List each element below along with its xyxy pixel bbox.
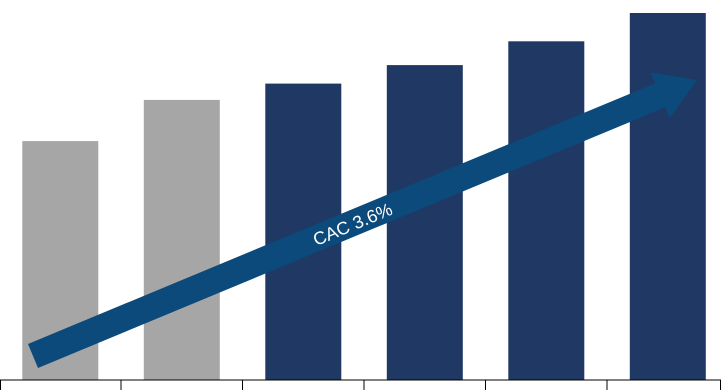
cagr-arrow-shape — [28, 72, 697, 369]
bars-group — [22, 13, 706, 381]
bar-5 — [508, 41, 585, 381]
bar-2 — [143, 99, 220, 381]
bar-6 — [629, 13, 706, 380]
bar-4 — [386, 65, 463, 380]
x-axis — [0, 379, 721, 390]
cagr-trend-arrow: CAC 3.6% — [28, 72, 697, 369]
